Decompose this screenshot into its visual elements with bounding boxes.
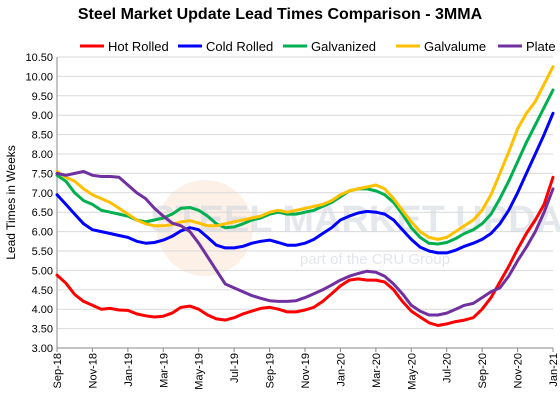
y-tick-label: 7.50 (32, 168, 53, 180)
y-tick-label: 3.50 (32, 324, 53, 336)
y-tick-label: 8.50 (32, 130, 53, 142)
y-tick-label: 6.50 (32, 207, 53, 219)
x-tick-label: Nov-19 (300, 353, 312, 388)
y-tick-label: 10.00 (25, 71, 53, 83)
legend-label: Plate (526, 39, 556, 54)
x-tick-label: Jan-19 (123, 353, 135, 387)
y-tick-label: 4.00 (32, 304, 53, 316)
x-tick-label: Sep-20 (477, 353, 489, 388)
x-tick-label: Sep-19 (265, 353, 277, 388)
y-tick-label: 9.50 (32, 91, 53, 103)
y-tick-label: 6.00 (32, 227, 53, 239)
x-tick-label: May-20 (406, 353, 418, 390)
x-tick-label: May-19 (194, 353, 206, 390)
legend: Hot Rolled Cold Rolled Galvanized Galvalume… (80, 39, 556, 54)
y-tick-label: 8.00 (32, 149, 53, 161)
x-tick-label: Nov-18 (87, 353, 99, 388)
series-lines (55, 65, 555, 327)
y-axis-label: Lead Times in Weeks (4, 145, 18, 260)
legend-label: Hot Rolled (108, 39, 169, 54)
legend-label: Galvanized (311, 39, 376, 54)
series-line-hot-rolled (55, 175, 555, 327)
y-tick-label: 3.00 (32, 343, 53, 355)
x-tick-label: Mar-19 (158, 353, 170, 388)
y-tick-label: 5.50 (32, 246, 53, 258)
legend-label: Cold Rolled (206, 39, 273, 54)
chart-title: Steel Market Update Lead Times Compariso… (77, 6, 483, 23)
series-line-galvalume (55, 65, 555, 241)
y-tick-label: 10.50 (25, 52, 53, 64)
x-tick-label: Nov-20 (513, 353, 525, 388)
y-tick-label: 9.00 (32, 110, 53, 122)
x-tick-label: Sep-18 (52, 353, 64, 388)
series-line-cold-rolled (55, 111, 555, 255)
watermark-logo-circle (157, 180, 253, 276)
x-tick-label: Jan-20 (335, 353, 347, 387)
x-tick-label: Jul-20 (442, 353, 454, 383)
x-tick-label: Jan-21 (548, 353, 560, 387)
watermark-subtext: part of the CRU Group (300, 251, 450, 268)
x-tick-label: Mar-20 (371, 353, 383, 388)
axes: 3.00 3.50 4.00 4.50 5.00 5.50 6.00 6.50 7.00 7.50… (25, 52, 560, 390)
y-tick-label: 4.50 (32, 285, 53, 297)
series-line-plate (55, 170, 555, 317)
legend-label: Galvalume (424, 39, 486, 54)
y-tick-label: 7.00 (32, 188, 53, 200)
y-tick-label: 5.00 (32, 265, 53, 277)
x-tick-label: Jul-19 (229, 353, 241, 383)
